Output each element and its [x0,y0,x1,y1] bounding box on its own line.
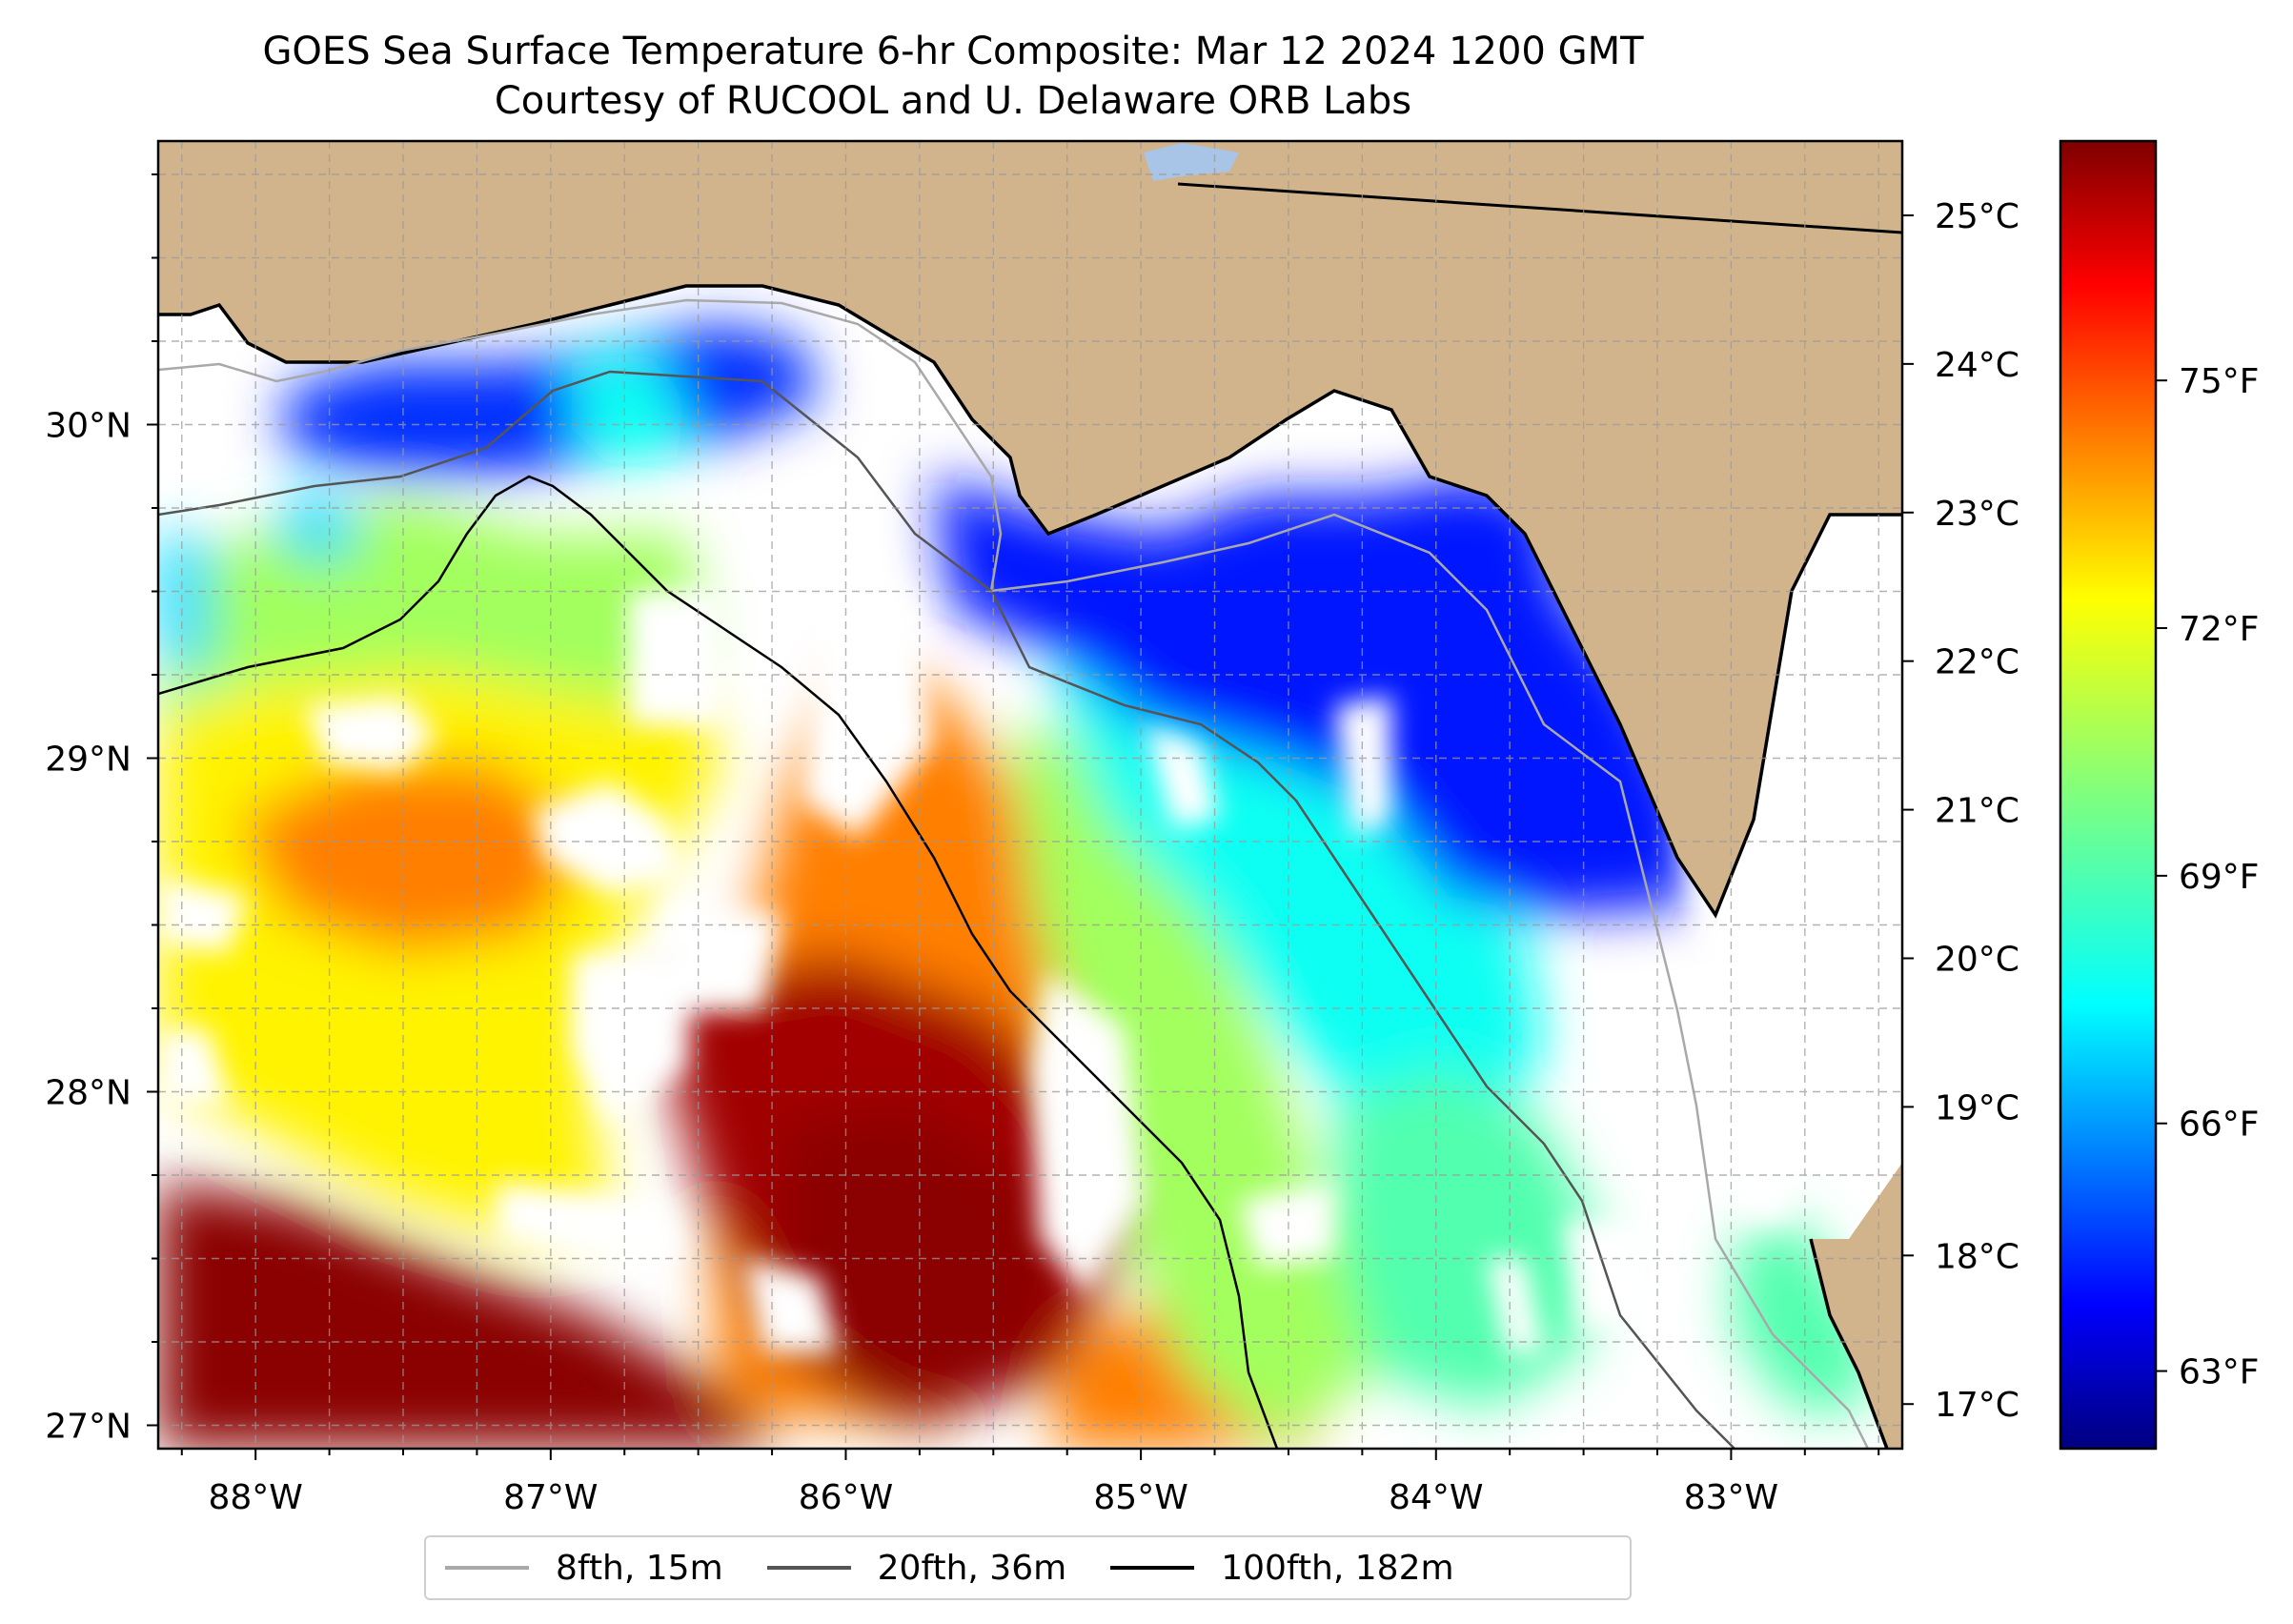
lat-tick-label: 27°N [45,1408,132,1447]
sst-green-far-southeast [1735,1220,1868,1411]
legend-label: 20fth, 36m [877,1548,1067,1588]
sst-blue-apalachee [934,477,1696,915]
legend-label: 100fth, 182m [1221,1548,1454,1588]
coastline [158,284,1902,919]
lat-tick-label: 30°N [45,407,132,446]
legend-label: 8fth, 15m [556,1548,723,1588]
fahrenheit-tick-label: 66°F [2179,1106,2260,1145]
lat-tick-label: 28°N [45,1074,132,1113]
lon-tick-label: 86°W [799,1478,893,1517]
isobath-15m [158,298,1870,1449]
coastline-sw-peninsula [1809,1238,1889,1449]
sst-blue-panhandle [286,324,820,477]
legend-item: 20fth, 36m [766,1548,1067,1588]
fahrenheit-tick-label: 75°F [2179,362,2260,401]
lon-tick-label: 87°W [503,1478,598,1517]
celsius-axis: 17°C 18°C 19°C 20°C 21°C 22°C 23°C 24°C 25°C [1902,197,2019,1425]
celsius-tick-label: 21°C [1935,792,2019,831]
legend-item: 8fth, 15m [445,1549,723,1588]
isobath-182m [158,475,1279,1449]
celsius-tick-label: 20°C [1935,941,2019,980]
fahrenheit-tick-label: 63°F [2179,1353,2260,1392]
colorbar-frame [2059,139,2158,1451]
lat-tick-label: 29°N [45,741,132,780]
celsius-tick-label: 19°C [1935,1088,2019,1127]
legend-swatch [766,1566,851,1570]
fahrenheit-tick-label: 72°F [2179,610,2260,649]
celsius-tick-label: 17°C [1935,1386,2019,1425]
no-data-areas [158,572,1792,1353]
sst-teal-pensacola [572,353,686,467]
celsius-tick-label: 22°C [1935,643,2019,682]
sst-deep-red-southwest [158,1182,781,1449]
map-subtitle: Courtesy of RUCOOL and U. Delaware ORB L… [494,79,1412,123]
land-southeast-peninsula [1811,1163,1902,1449]
fahrenheit-axis: 63°F 66°F 69°F 72°F 75°F [2156,362,2260,1392]
legend-swatch [1110,1566,1195,1570]
map-title: GOES Sea Surface Temperature 6-hr Compos… [262,30,1644,73]
fahrenheit-tick-label: 69°F [2179,858,2260,897]
celsius-tick-label: 23°C [1935,495,2019,534]
state-boundary-line [1177,182,1902,234]
sst-green-offshore [1010,724,1372,1449]
map-gridlines [158,141,1902,1449]
legend-swatch [445,1566,529,1570]
sst-orange-west [238,762,591,953]
sst-lightblue-west-edge [158,534,210,667]
isobath-legend: 8fth, 15m 20fth, 36m 100fth, 182m [424,1535,1632,1600]
lon-tick-label: 88°W [208,1478,302,1517]
isobath-36m [158,370,1735,1449]
celsius-tick-label: 25°C [1935,197,2019,236]
sst-green-yellow-shelf [158,496,705,724]
lon-tick-label: 84°W [1389,1478,1483,1517]
lon-tick-label: 85°W [1093,1478,1187,1517]
land-panhandle [158,141,1902,915]
lon-tick-label: 83°W [1684,1478,1778,1517]
celsius-tick-label: 24°C [1935,346,2019,385]
celsius-tick-label: 18°C [1935,1237,2019,1276]
land-mobile-bay-peninsula [238,181,315,343]
legend-item: 100fth, 182m [1110,1548,1454,1588]
sst-light-blue-mobile-bay [276,496,362,562]
colorbar [2060,141,2156,1449]
map-frame [156,139,1904,1451]
map-axis-ticks: 88°W 87°W 86°W 85°W 84°W 83°W 30°N 29°N 28°N 27°N [45,173,1880,1517]
